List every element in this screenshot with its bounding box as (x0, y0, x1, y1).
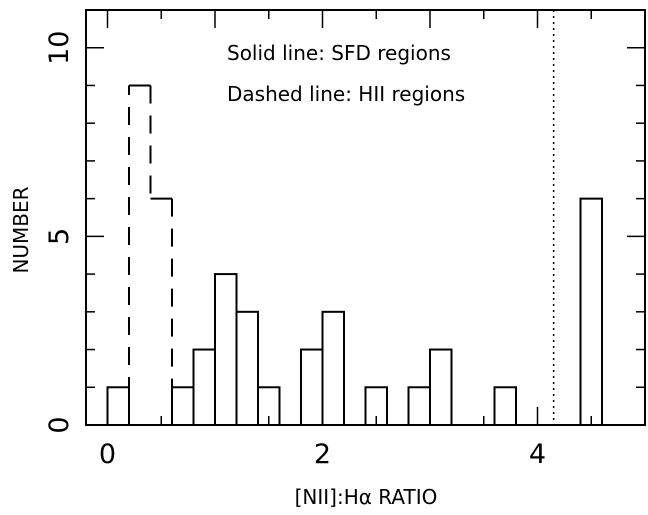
plot-frame (85, 9, 646, 426)
y-tick-label-5: 5 (44, 228, 75, 245)
x-tick-labels: 0 2 4 (99, 439, 546, 470)
annotation-solid: Solid line: SFD regions (227, 41, 451, 65)
sfd-bar-7 (321, 310, 345, 426)
hii-dashed-histogram (128, 84, 173, 425)
sfd-histogram-bars (106, 197, 603, 427)
sfd-bar-2 (192, 348, 216, 426)
x-tick-label-0: 0 (99, 439, 116, 470)
sfd-bar-9 (407, 386, 431, 427)
x-axis-label: [NII]:Hα RATIO (295, 485, 438, 509)
sfd-bar-4 (235, 310, 259, 426)
sfd-bar-12 (579, 197, 603, 426)
sfd-bar-3 (214, 273, 238, 426)
sfd-bar-10 (429, 348, 453, 426)
sfd-bar-0 (106, 386, 130, 427)
sfd-bar-11 (493, 386, 517, 427)
sfd-bar-1 (171, 386, 195, 427)
y-tick-label-10: 10 (44, 31, 75, 65)
annotation-dashed: Dashed line: HII regions (227, 82, 465, 106)
y-tick-label-0: 0 (44, 416, 75, 433)
sfd-bar-6 (300, 348, 324, 426)
x-tick-label-4: 4 (529, 439, 546, 470)
y-tick-labels: 0 5 10 (44, 31, 75, 434)
y-axis-label: NUMBER (9, 186, 33, 273)
axis-ticks (86, 9, 646, 426)
x-tick-label-2: 2 (314, 439, 331, 470)
